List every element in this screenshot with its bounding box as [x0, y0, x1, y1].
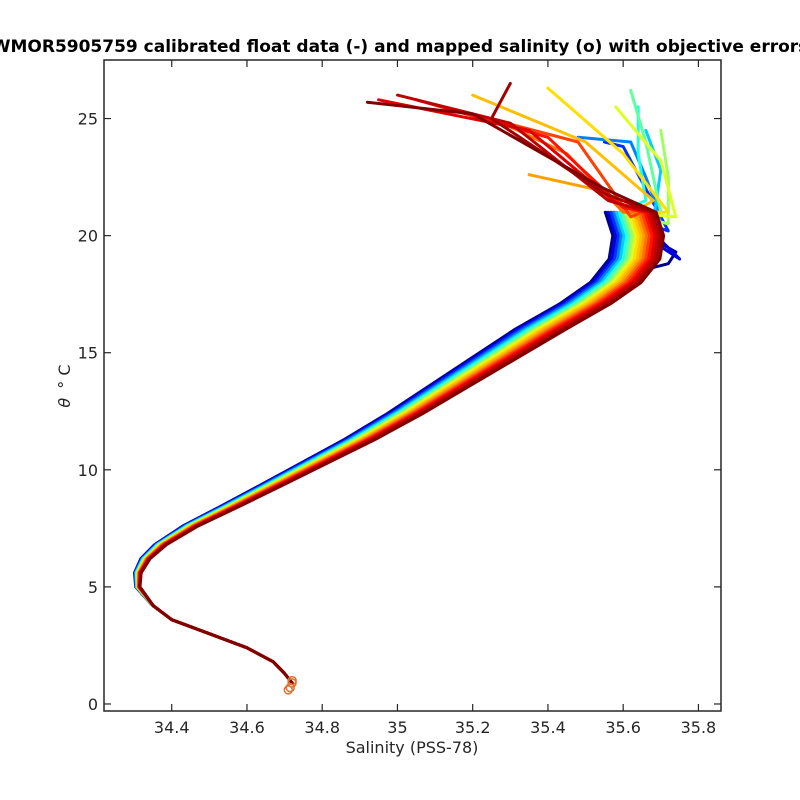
y-axis-label-unit: ° C — [55, 364, 74, 388]
y-axis-label-symbol: θ — [55, 398, 74, 408]
y-tick-label: 25 — [78, 110, 98, 129]
x-tick-label: 35.2 — [455, 718, 491, 737]
chart-title: WMOR5905759 calibrated float data (-) an… — [0, 37, 800, 57]
svg-text:θ ° C: θ ° C — [55, 364, 74, 407]
x-tick-label: 34.4 — [154, 718, 190, 737]
x-tick-label: 35.6 — [605, 718, 641, 737]
mapped-point — [283, 685, 294, 695]
y-tick-label: 15 — [78, 344, 98, 363]
x-axis-ticks: 34.4 34.6 34.8 35 35.2 35.4 35.6 35.8 — [154, 60, 716, 737]
series-layer — [133, 81, 682, 685]
x-tick-label: 34.6 — [229, 718, 265, 737]
mapped-point — [287, 675, 297, 686]
y-tick-label: 20 — [78, 227, 98, 246]
y-axis-label: θ ° C — [55, 364, 74, 407]
series-line — [138, 100, 666, 685]
x-tick-label: 35.8 — [681, 718, 717, 737]
x-tick-label: 35.4 — [530, 718, 566, 737]
y-tick-label: 0 — [88, 695, 98, 714]
mapped-points-layer — [283, 675, 297, 695]
x-axis-label: Salinity (PSS-78) — [346, 738, 479, 757]
plot-frame — [103, 59, 722, 712]
y-tick-label: 10 — [78, 461, 98, 480]
x-tick-label: 34.8 — [304, 718, 340, 737]
y-tick-label: 5 — [88, 578, 98, 597]
x-tick-label: 35 — [387, 718, 407, 737]
y-axis-ticks: 0 5 10 15 20 25 — [78, 110, 721, 714]
